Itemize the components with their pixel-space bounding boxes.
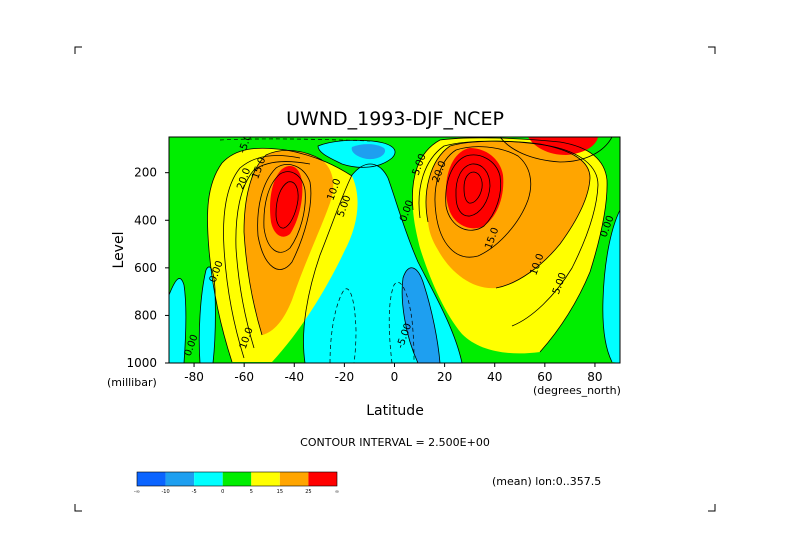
contour-line bbox=[455, 163, 491, 217]
x-tick-label: -80 bbox=[184, 370, 204, 384]
contour-line bbox=[169, 278, 187, 363]
region-blue-upper-tropics bbox=[351, 144, 386, 160]
x-axis-ticks: -80 -60 -40 -20 0 20 40 60 80 bbox=[184, 363, 603, 384]
colorbar-swatch bbox=[308, 472, 337, 486]
y-tick-label: 200 bbox=[134, 166, 157, 180]
contour-line bbox=[198, 266, 216, 363]
contour-interval-note: CONTOUR INTERVAL = 2.500E+00 bbox=[300, 436, 490, 449]
contour-line-dashed bbox=[388, 282, 415, 363]
contour-line bbox=[243, 150, 323, 336]
contour-line bbox=[425, 140, 591, 289]
colorbar-tick-label: 0 bbox=[221, 489, 224, 495]
contour-line bbox=[401, 267, 441, 363]
region-blue-equatorial bbox=[402, 267, 440, 363]
contour-line bbox=[463, 171, 483, 204]
contour-line-dashed bbox=[329, 288, 357, 363]
x-tick-label: 80 bbox=[587, 370, 602, 384]
contour-line bbox=[263, 171, 306, 253]
x-tick-label: -20 bbox=[335, 370, 355, 384]
colorbar-swatch bbox=[222, 472, 252, 486]
contour-lines bbox=[169, 137, 620, 363]
contour-line bbox=[207, 147, 353, 363]
y-tick-label: 1000 bbox=[126, 356, 157, 370]
y-axis-ticks: 200 400 600 800 1000 bbox=[126, 166, 169, 370]
x-tick-label: 20 bbox=[437, 370, 452, 384]
contour-line-dashed bbox=[219, 138, 371, 142]
x-axis-label: Latitude bbox=[366, 403, 424, 419]
corner-mark-bottom-right bbox=[708, 504, 716, 512]
colorbar-tick-label: -10 bbox=[161, 489, 169, 495]
contour-line bbox=[602, 209, 620, 363]
colorbar-tick-label: 25 bbox=[305, 489, 311, 495]
contour-line bbox=[412, 137, 608, 353]
y-axis-label: Level bbox=[111, 232, 127, 269]
contour-line bbox=[257, 164, 312, 270]
region-cyan-arctic bbox=[602, 210, 620, 363]
colorbar-swatch bbox=[194, 472, 223, 486]
x-units-label: (degrees_north) bbox=[533, 384, 621, 397]
y-tick-label: 400 bbox=[134, 213, 157, 227]
contour-line bbox=[303, 163, 463, 363]
y-tick-label: 800 bbox=[134, 308, 157, 322]
colorbar-frame bbox=[136, 471, 338, 487]
colorbar-swatch bbox=[251, 472, 280, 486]
colorbar-swatch bbox=[279, 472, 309, 486]
corner-mark-bottom-left bbox=[74, 504, 82, 512]
colorbar: -∞ -10 -5 0 5 15 25 ∞ bbox=[134, 471, 339, 495]
contour-line bbox=[445, 154, 502, 231]
colorbar-tick-label: 15 bbox=[277, 489, 283, 495]
x-tick-label: 40 bbox=[487, 370, 502, 384]
colorbar-tick-label: -5 bbox=[192, 489, 197, 495]
y-units-label: (millibar) bbox=[107, 376, 157, 389]
contour-line bbox=[499, 137, 613, 163]
colorbar-tick-label: ∞ bbox=[335, 489, 339, 495]
colorbar-tick-label: 5 bbox=[250, 489, 253, 495]
x-tick-label: -40 bbox=[284, 370, 304, 384]
colorbar-swatch bbox=[165, 472, 195, 486]
dashed-contours bbox=[219, 138, 415, 363]
contour-line bbox=[275, 181, 299, 229]
region-cyan-south-low-2 bbox=[199, 266, 216, 363]
region-red-northern-core bbox=[446, 148, 504, 229]
region-red-northern-polar bbox=[528, 137, 598, 155]
y-tick-label: 600 bbox=[134, 261, 157, 275]
x-tick-label: 60 bbox=[537, 370, 552, 384]
chart-title: UWND_1993-DJF_NCEP bbox=[286, 108, 504, 130]
contour-line bbox=[223, 155, 301, 359]
corner-mark-top-right bbox=[708, 46, 716, 54]
mean-note: (mean) lon:0..357.5 bbox=[492, 475, 601, 488]
colorbar-swatch bbox=[137, 472, 166, 486]
x-tick-label: -60 bbox=[234, 370, 254, 384]
contour-line bbox=[418, 140, 599, 327]
x-tick-label: 0 bbox=[391, 370, 399, 384]
contour-line bbox=[235, 161, 311, 349]
corner-mark-top-left bbox=[74, 46, 82, 54]
corner-marks bbox=[74, 46, 716, 512]
region-cyan-south-low-1 bbox=[169, 278, 186, 363]
contour-line bbox=[434, 146, 532, 258]
colorbar-tick-label: -∞ bbox=[134, 489, 140, 495]
